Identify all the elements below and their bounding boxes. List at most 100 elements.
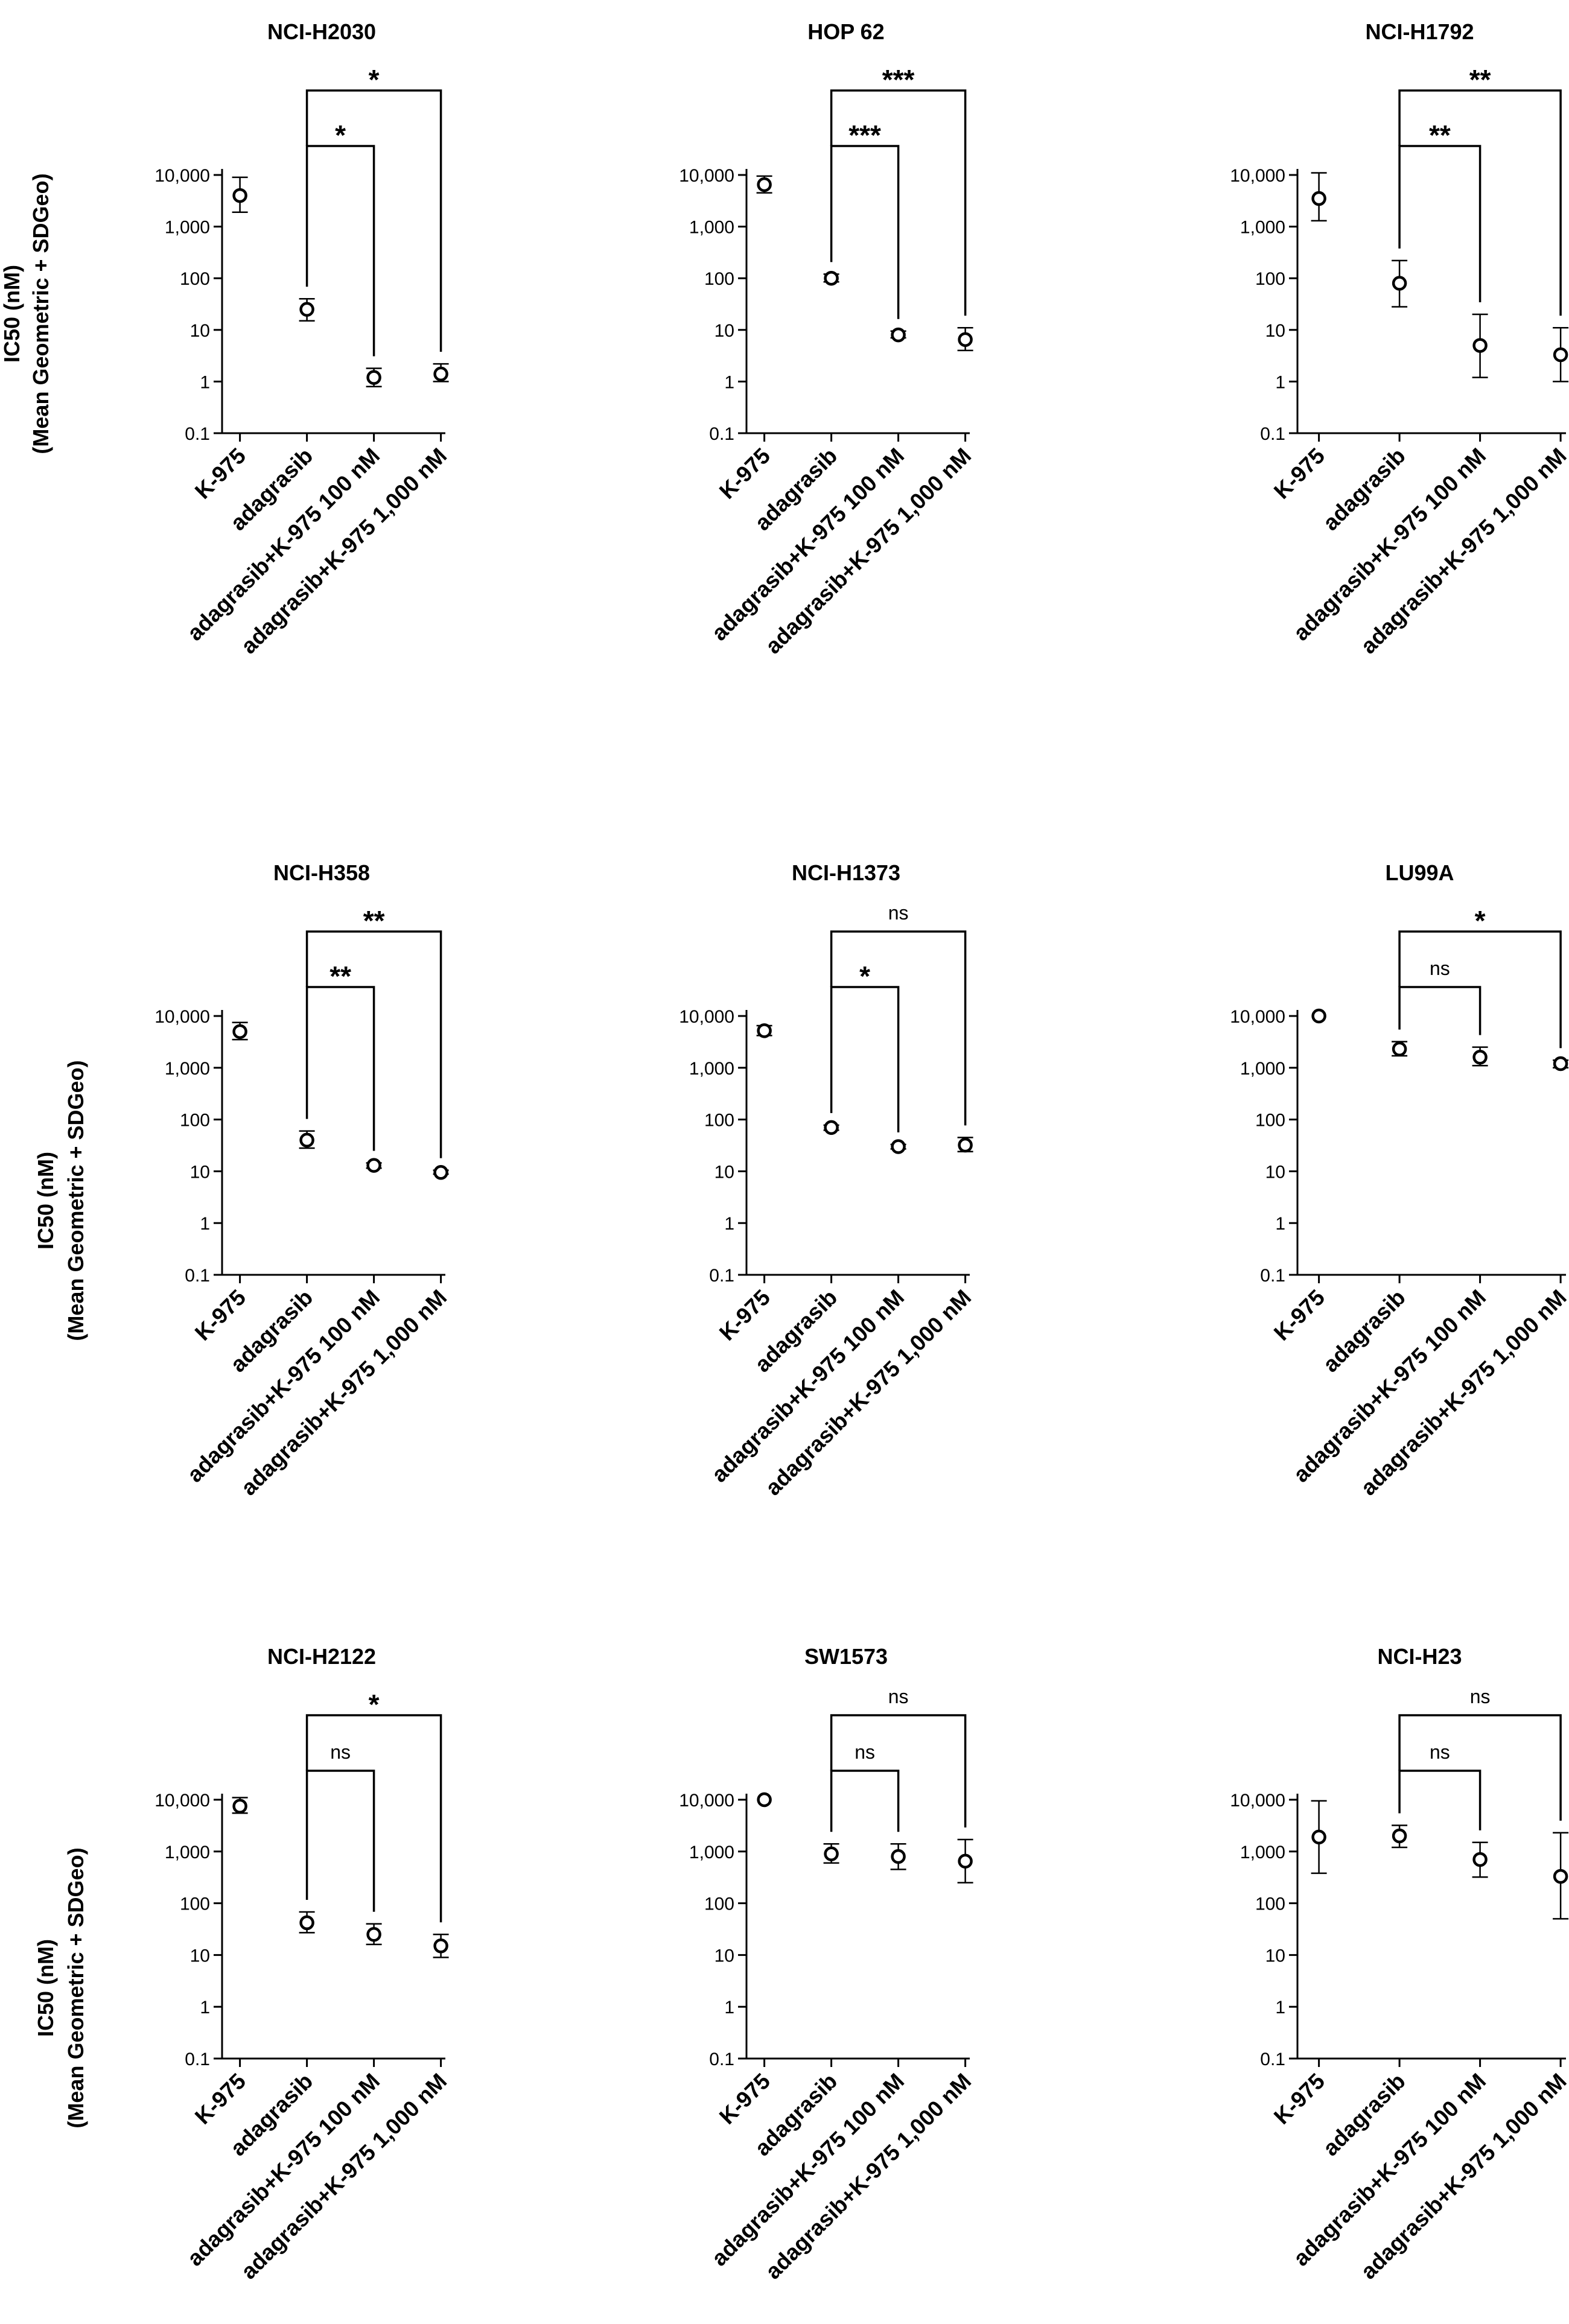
significance-bracket-inner [1398,986,1481,1035]
data-point [1392,1041,1407,1057]
chart-title: NCI-H358 [273,860,370,885]
y-tick-label: 1,000 [1240,218,1285,238]
panels: 0.11101001,00010,000K-975adagrasibadagra… [154,19,1569,2284]
y-tick-label: 0.1 [1260,1266,1285,1286]
significance-label: ns [330,1741,351,1763]
y-tick-label: 10 [190,321,210,341]
chart-title: HOP 62 [807,19,884,44]
data-point [1553,347,1568,363]
significance-bracket-inner [305,145,375,357]
y-tick-label: 1 [1275,1214,1285,1234]
significance-bracket-outer [1398,930,1562,1049]
y-tick-label: 10,000 [679,1791,734,1811]
chart-title: SW1573 [804,1644,888,1669]
data-point [366,1927,381,1942]
data-point [299,1915,314,1931]
data-point [1311,1829,1326,1845]
y-tick-label: 10,000 [679,1007,734,1027]
data-point [891,1139,906,1154]
significance-label: ** [1469,64,1491,95]
y-tick-label: 10 [714,1162,734,1182]
data-point [958,1853,973,1869]
y-tick-label: 1,000 [689,1843,734,1862]
chart-title: NCI-H1373 [792,860,900,885]
data-point [366,1158,381,1173]
data-point [824,1846,839,1861]
y-tick-label: 1 [724,1214,734,1234]
significance-label: ** [1429,119,1451,151]
y-tick-label: 1 [1275,372,1285,392]
y-tick-label: 1,000 [689,218,734,238]
chart-panel-3: 0.11101001,00010,000K-975adagrasibadagra… [1230,19,1569,659]
chart-panel-9: 0.11101001,00010,000K-975adagrasibadagra… [1230,1644,1569,2284]
y-tick-label: 100 [1255,1111,1285,1131]
data-point [891,1849,906,1864]
significance-bracket-inner [305,986,375,1151]
y-tick-label: 100 [1255,269,1285,289]
data-point [1553,1056,1568,1072]
x-category-label: K-975 [714,1285,775,1345]
x-category-label: K-975 [1269,443,1329,504]
y-tick-label: 0.1 [185,1266,210,1286]
y-tick-label: 10,000 [1230,166,1285,186]
data-point [757,1023,772,1038]
data-point [1311,191,1326,206]
significance-label: * [369,64,380,95]
chart-panel-7: 0.11101001,00010,000K-975adagrasibadagra… [154,1644,451,2284]
significance-bracket-outer [830,89,967,316]
y-tick-label: 1 [200,1998,210,2018]
x-category-label: K-975 [1269,1285,1329,1345]
significance-bracket-outer [305,89,442,352]
x-category-label: K-975 [714,2069,775,2129]
y-tick-label: 1 [1275,1998,1285,2018]
y-tick-label: 0.1 [185,424,210,444]
data-point [299,302,314,317]
y-tick-label: 10 [1265,321,1285,341]
y-tick-label: 1,000 [165,218,210,238]
significance-bracket-outer [830,930,967,1126]
data-point [1472,1852,1488,1867]
chart-title: NCI-H23 [1377,1644,1462,1669]
x-category-label: K-975 [190,2069,250,2129]
significance-label: ns [1470,1686,1491,1707]
y-tick-label: 10 [190,1162,210,1182]
y-tick-label: 0.1 [709,1266,734,1286]
data-point [366,370,381,385]
significance-label: * [369,1689,380,1720]
data-point [232,1799,247,1814]
chart-panel-2: 0.11101001,00010,000K-975adagrasibadagra… [679,19,976,659]
data-point [232,1024,247,1040]
significance-bracket-outer [830,1714,967,1828]
significance-bracket-inner [1398,1770,1481,1830]
data-point [757,1792,772,1808]
data-point [824,270,839,286]
data-point [1553,1868,1568,1884]
significance-label: * [335,119,346,151]
y-axis-label-row3: IC50 (nM) [33,1939,58,2037]
data-point [433,1165,448,1180]
significance-label: * [859,960,870,992]
y-tick-label: 1,000 [689,1059,734,1079]
significance-bracket-inner [1398,145,1481,303]
significance-label: ** [329,960,351,992]
y-tick-label: 100 [180,1111,210,1131]
significance-bracket-inner [830,986,900,1132]
y-tick-label: 10,000 [154,1007,210,1027]
data-point [1392,1828,1407,1844]
y-axis-label-row3-sub: (Mean Geometric + SDGeo) [63,1847,88,2128]
significance-label: ns [888,902,909,924]
y-tick-label: 10 [1265,1946,1285,1966]
chart-title: NCI-H2122 [267,1644,376,1669]
y-tick-label: 100 [704,1111,734,1131]
chart-panel-4: 0.11101001,00010,000K-975adagrasibadagra… [154,860,451,1500]
data-point [958,1137,973,1153]
chart-title: NCI-H1792 [1365,19,1474,44]
y-tick-label: 10,000 [154,1791,210,1811]
y-tick-label: 10 [714,1946,734,1966]
y-axis-label-row2-sub: (Mean Geometric + SDGeo) [63,1060,88,1341]
y-tick-label: 1 [200,1214,210,1234]
significance-label: ns [888,1686,909,1707]
y-tick-label: 1,000 [165,1843,210,1862]
chart-title: NCI-H2030 [267,19,376,44]
data-point [757,177,772,192]
